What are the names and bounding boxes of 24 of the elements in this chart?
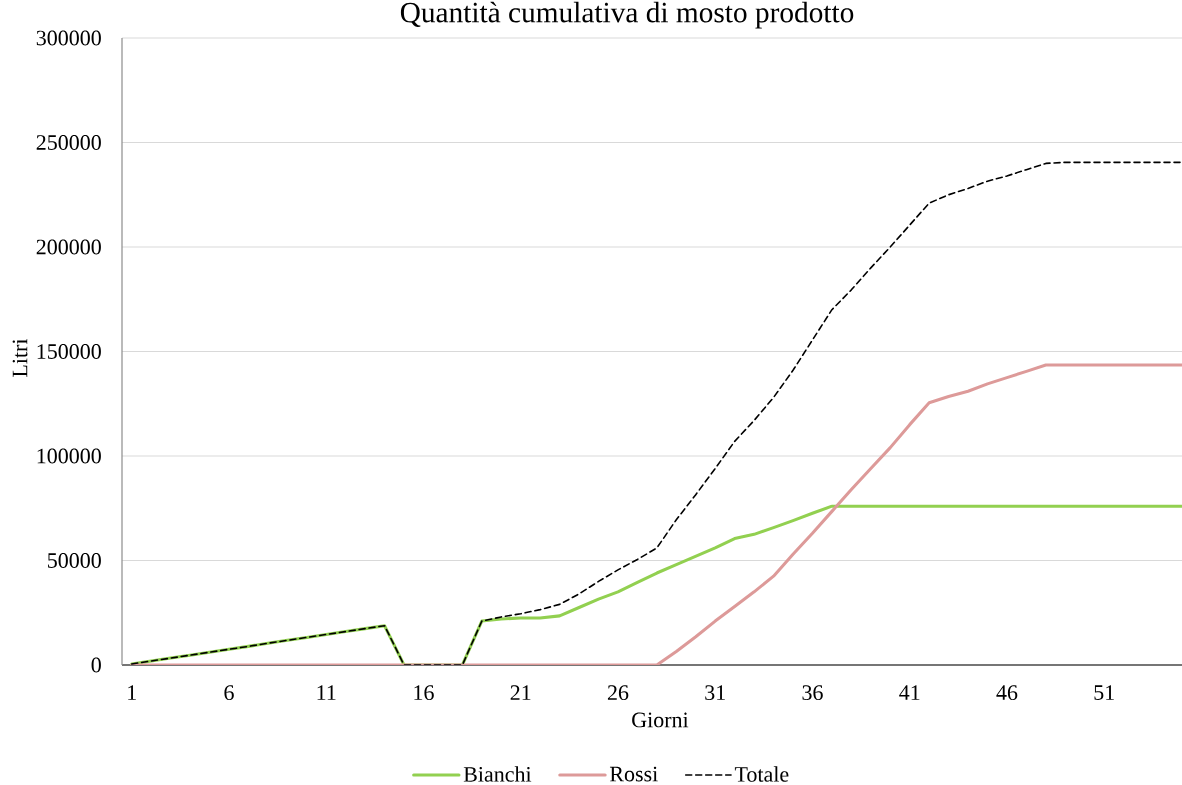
x-tick-label: 16	[414, 685, 434, 701]
y-tick-label: 100000	[37, 448, 101, 464]
y-tick-label: 0	[91, 657, 101, 673]
y-tick-label: 300000	[36, 30, 101, 46]
legend-label: Totale	[734, 766, 789, 782]
y-tick-label: 200000	[36, 239, 101, 255]
x-tick-label: 31	[705, 685, 725, 701]
x-tick-label: 6	[224, 685, 234, 701]
chart-title: Quantità cumulativa di mosto prodotto	[400, 1, 854, 29]
x-tick-label: 51	[1094, 685, 1114, 700]
x-tick-label: 46	[996, 685, 1018, 701]
legend-label: Bianchi	[463, 766, 532, 782]
x-tick-label: 21	[510, 685, 531, 700]
x-tick-label: 26	[607, 685, 629, 701]
x-tick-label: 1	[128, 685, 136, 700]
y-axis-title: Litri	[12, 338, 28, 377]
y-tick-label: 50000	[48, 553, 101, 568]
legend-label: Rossi	[609, 766, 658, 782]
x-tick-label: 41	[899, 685, 920, 700]
y-tick-label: 150000	[37, 344, 101, 359]
x-tick-label: 36	[802, 685, 823, 701]
y-tick-label: 250000	[36, 135, 101, 150]
x-axis-title: Giorni	[632, 712, 689, 728]
x-tick-label: 11	[317, 685, 336, 700]
